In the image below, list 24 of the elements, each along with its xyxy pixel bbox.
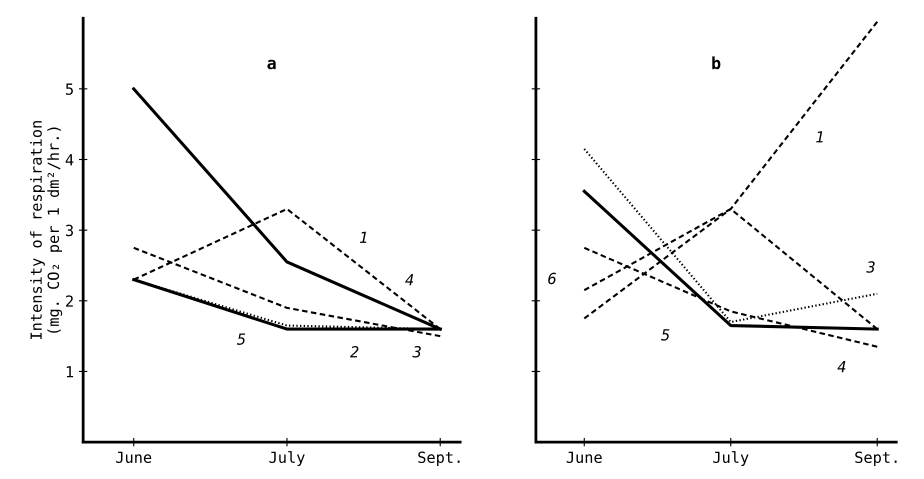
y-tick-label: 2 [66,295,73,307]
annotation: 5 [236,333,246,345]
text: a [267,60,276,70]
x-tick-label: July [713,451,749,466]
annotation: 5 [661,329,670,341]
annotation: 4 [837,361,846,372]
annotation: 2 [350,346,358,358]
annotation: 1 [816,131,823,142]
y-axis-title: Intensity of respiration (mg. CO₂ per 1 dm²/hr.) [30,121,62,340]
y-tick-label: 4 [66,154,74,166]
annotation: 1 [360,232,366,243]
annotation: 3 [412,346,421,358]
y-tick-label: 5 [66,84,73,95]
x-tick-label: June [566,452,602,464]
x-tick-label: Sept. [855,451,897,466]
y-tick-label: 3 [66,224,73,236]
x-tick-label: July [269,451,305,466]
x-tick-label: June [116,452,152,464]
text: b [712,56,720,70]
annotation: 6 [548,272,556,284]
annotation: 4 [405,274,414,286]
annotation: 3 [866,261,875,273]
y-tick-label: 1 [66,366,74,378]
x-tick-label: Sept. [418,451,460,466]
